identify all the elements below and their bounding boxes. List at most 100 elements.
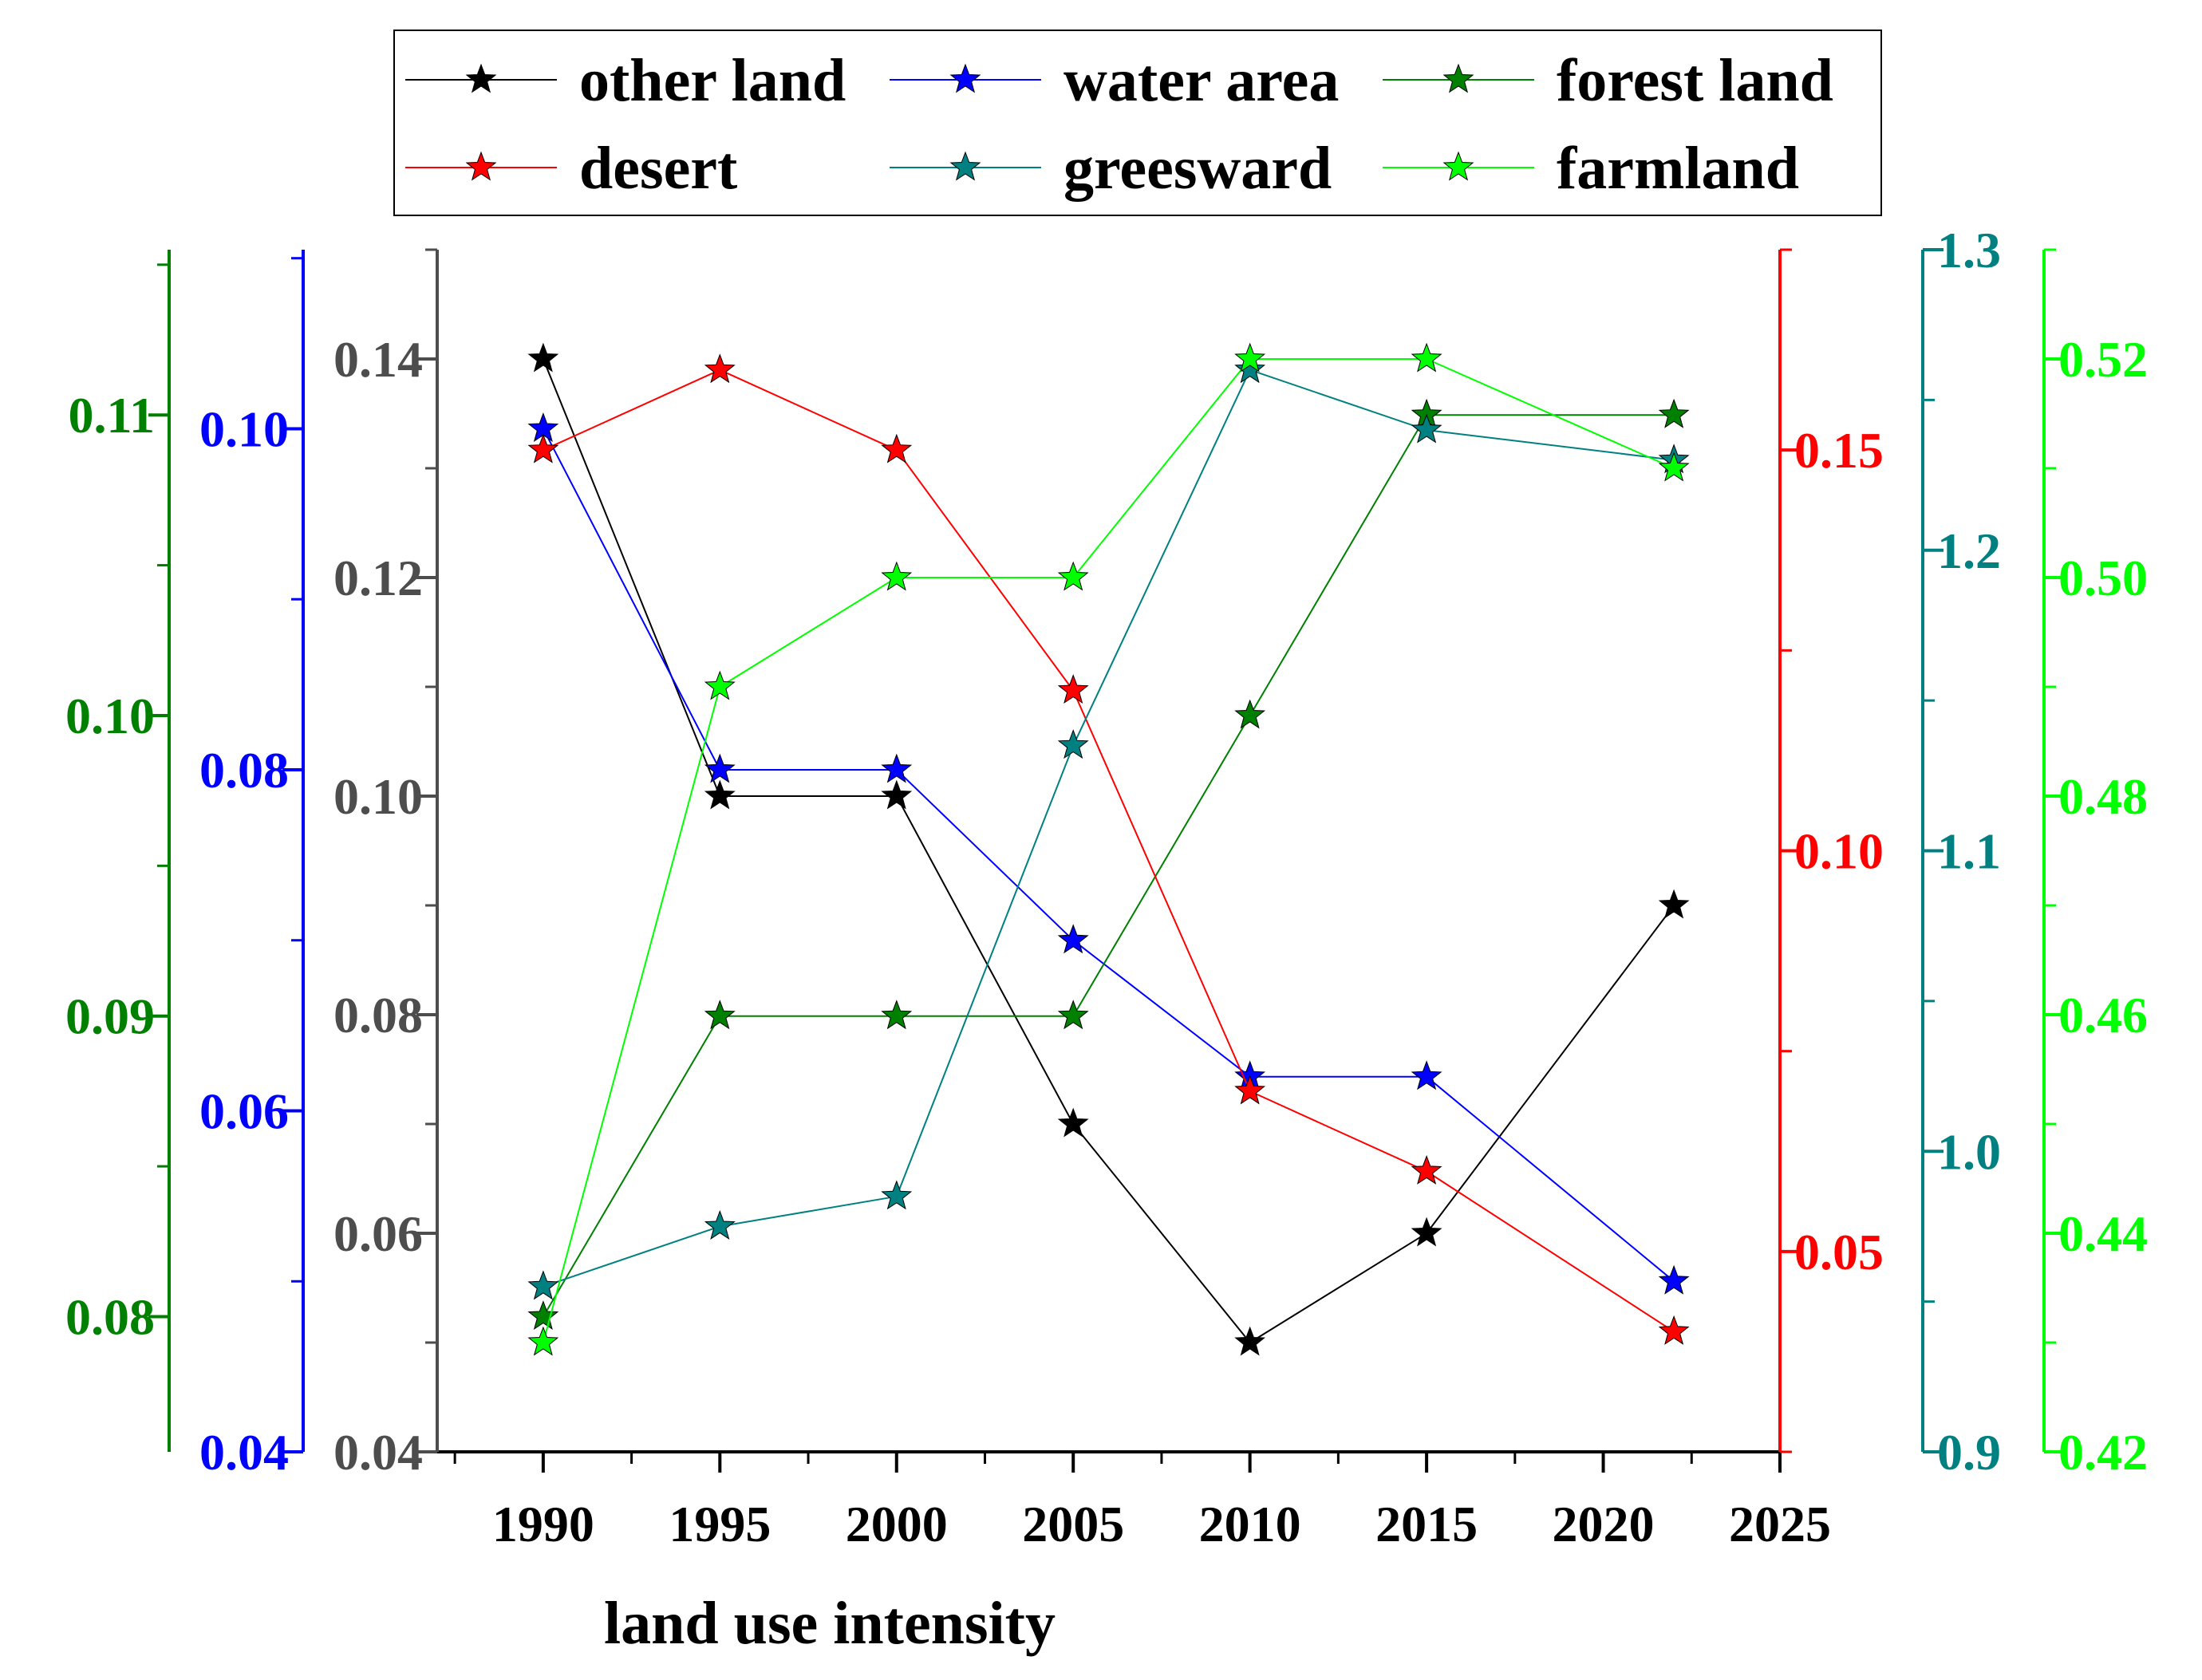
series-water-area xyxy=(527,412,1690,1295)
data-point-other-land xyxy=(527,342,559,373)
y-tick-label-farmland: 0.44 xyxy=(2058,1205,2148,1262)
legend-entry-other-land: other land xyxy=(405,47,846,114)
legend-marker xyxy=(949,151,981,181)
y-tick-label-other: 0.10 xyxy=(333,768,423,825)
data-point-greesward xyxy=(1234,353,1266,384)
x-tick-label: 2020 xyxy=(1553,1496,1655,1552)
data-point-farmland xyxy=(1057,561,1089,591)
data-point-greesward xyxy=(881,1180,913,1210)
y-tick-label-farmland: 0.50 xyxy=(2058,550,2148,606)
data-point-other-land xyxy=(704,779,736,810)
data-point-farmland xyxy=(881,561,913,591)
x-tick-label: 1990 xyxy=(492,1496,594,1552)
data-point-forest-land xyxy=(1234,699,1266,729)
y-tick-label-water: 0.04 xyxy=(199,1424,289,1481)
axes: 1990 1995 2000 2005 2010 2015 2020 2025 0.08 0.09… xyxy=(65,222,2148,1552)
y-tick-label-farmland: 0.52 xyxy=(2058,331,2148,388)
series-desert xyxy=(527,353,1690,1345)
legend-label: farmland xyxy=(1557,135,1799,202)
x-tick-label: 1995 xyxy=(669,1496,771,1552)
data-point-water-area xyxy=(881,753,913,783)
data-point-greesward xyxy=(1057,729,1089,759)
data-point-farmland xyxy=(704,670,736,700)
data-point-desert xyxy=(1057,674,1089,704)
series-farmland xyxy=(527,342,1690,1356)
series-forest-land xyxy=(527,398,1690,1330)
x-tick-label: 2000 xyxy=(846,1496,948,1552)
legend-marker xyxy=(1442,63,1474,93)
x-axis: 1990 1995 2000 2005 2010 2015 2020 2025 xyxy=(437,1450,1831,1552)
x-tick-label: 2010 xyxy=(1199,1496,1301,1552)
data-point-farmland xyxy=(527,1326,559,1356)
legend-marker xyxy=(1442,151,1474,181)
y-tick-label-water: 0.10 xyxy=(199,400,289,457)
data-point-forest-land xyxy=(704,1000,736,1030)
y-axis-other: 0.04 0.06 0.08 0.10 0.12 0.14 xyxy=(333,248,439,1481)
series-line-farmland xyxy=(542,358,1675,1343)
legend: other land water area forest land desert gre… xyxy=(393,30,1882,216)
y-tick-label-other: 0.06 xyxy=(333,1205,423,1262)
legend-label: desert xyxy=(579,135,737,202)
series-line-water-area xyxy=(543,428,1675,1282)
data-point-water-area xyxy=(704,753,736,783)
y-tick-label-forest: 0.09 xyxy=(65,988,155,1045)
data-point-forest-land xyxy=(527,1300,559,1330)
y-tick-label-other: 0.14 xyxy=(333,331,423,388)
data-point-water-area xyxy=(1057,924,1089,954)
y-tick-label-greesward: 1.1 xyxy=(1937,823,2001,880)
data-point-desert xyxy=(1411,1154,1442,1185)
data-point-water-area xyxy=(1658,1264,1690,1295)
legend-entry-desert: desert xyxy=(405,135,737,202)
y-tick-label-greesward: 1.0 xyxy=(1937,1123,2001,1180)
y-tick-label-greesward: 1.3 xyxy=(1937,222,2001,278)
legend-marker xyxy=(465,63,497,93)
x-tick-label: 2015 xyxy=(1375,1496,1478,1552)
y-tick-label-other: 0.04 xyxy=(333,1424,423,1481)
data-point-water-area xyxy=(1411,1060,1442,1090)
x-tick-label: 2025 xyxy=(1729,1496,1831,1552)
y-axis-greesward: 0.9 1.0 1.1 1.2 1.3 xyxy=(1921,222,2001,1481)
data-point-farmland xyxy=(1658,452,1690,482)
data-point-desert xyxy=(881,433,913,463)
series-line-forest-land xyxy=(543,414,1675,1318)
x-tick-label: 2005 xyxy=(1022,1496,1124,1552)
data-point-greesward xyxy=(1411,413,1442,444)
y-tick-label-desert: 0.10 xyxy=(1794,823,1884,880)
legend-label: other land xyxy=(579,47,846,114)
legend-marker xyxy=(465,151,497,181)
data-point-other-land xyxy=(1234,1326,1266,1356)
y-tick-label-water: 0.08 xyxy=(199,742,289,799)
data-point-other-land xyxy=(1411,1217,1442,1247)
y-tick-label-other: 0.08 xyxy=(333,987,423,1043)
y-tick-label-farmland: 0.48 xyxy=(2058,768,2148,825)
data-point-other-land xyxy=(881,779,913,810)
legend-label: greesward xyxy=(1064,135,1332,202)
y-tick-label-forest: 0.11 xyxy=(69,387,155,444)
data-point-farmland xyxy=(1234,342,1266,373)
y-tick-label-farmland: 0.42 xyxy=(2058,1424,2148,1481)
legend-marker xyxy=(949,63,981,93)
y-axis-desert: 0.05 0.10 0.15 xyxy=(1778,248,1884,1453)
y-tick-label-other: 0.12 xyxy=(333,550,423,606)
series-line-greesward xyxy=(543,369,1675,1288)
y-tick-label-farmland: 0.46 xyxy=(2058,987,2148,1043)
data-point-other-land xyxy=(1057,1107,1089,1138)
series-other-land xyxy=(527,342,1690,1356)
data-point-farmland xyxy=(1411,342,1442,373)
legend-entry-forest-land: forest land xyxy=(1383,47,1833,114)
data-point-forest-land xyxy=(881,1000,913,1030)
legend-entry-farmland: farmland xyxy=(1383,135,1799,202)
data-point-desert xyxy=(527,433,559,463)
data-point-greesward xyxy=(704,1209,736,1240)
series xyxy=(527,342,1690,1356)
series-line-other-land xyxy=(542,358,1675,1343)
series-line-desert xyxy=(543,369,1675,1333)
data-point-greesward xyxy=(527,1270,559,1300)
data-point-desert xyxy=(1658,1315,1690,1345)
y-tick-label-desert: 0.15 xyxy=(1794,422,1884,479)
y-tick-label-greesward: 0.9 xyxy=(1937,1424,2001,1481)
y-axis-forest: 0.08 0.09 0.10 0.11 xyxy=(65,250,171,1452)
y-axis-farmland: 0.42 0.44 0.46 0.48 0.50 0.52 xyxy=(2042,248,2148,1481)
legend-entry-greesward: greesward xyxy=(890,135,1332,202)
